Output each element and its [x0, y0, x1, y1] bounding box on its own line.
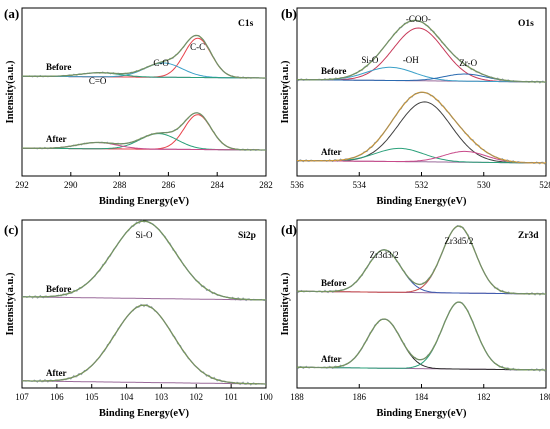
- peak-annotation: -OH: [403, 55, 419, 65]
- panel-o1s: (b) O1s 536 534 532 530 528 Binding Energy(eV) I…: [280, 6, 550, 207]
- y-axis-title: Intensity(a.u.): [280, 60, 291, 124]
- peak-annotation: Si-O: [135, 230, 153, 240]
- x-tick-label: 104: [120, 392, 134, 402]
- panel-label: (b): [281, 6, 297, 21]
- panel-label: (a): [4, 6, 19, 21]
- background-line: [22, 296, 266, 301]
- x-tick-label: 530: [477, 180, 491, 190]
- x-tick-label: 102: [190, 392, 204, 402]
- peak-annotation: Zr3d3/2: [370, 250, 399, 260]
- x-tick-label: 107: [15, 392, 29, 402]
- series-label-after: After: [321, 147, 341, 157]
- x-tick-label: 284: [210, 180, 224, 190]
- raw-spectrum: [21, 303, 267, 386]
- raw-spectrum: [296, 301, 547, 372]
- y-axis-title: Intensity(a.u.): [5, 272, 16, 336]
- peak-annotation: C-O: [153, 58, 169, 68]
- series-label-after: After: [321, 354, 341, 364]
- x-tick-label: 106: [50, 392, 64, 402]
- x-tick-label: 534: [353, 180, 367, 190]
- x-tick-label: 282: [259, 180, 273, 190]
- series-label-after: After: [46, 134, 66, 144]
- x-tick-label: 182: [477, 392, 491, 402]
- x-tick-label: 290: [64, 180, 78, 190]
- x-axis-title: Binding Energy(eV): [99, 196, 190, 207]
- panel-label: (d): [281, 222, 297, 237]
- component-peak: [22, 114, 266, 151]
- x-axis-title: Binding Energy(eV): [376, 408, 467, 419]
- x-tick-label: 100: [259, 392, 273, 402]
- x-tick-label: 286: [162, 180, 176, 190]
- x-tick-label: 105: [85, 392, 99, 402]
- series-label-before: Before: [46, 284, 71, 294]
- plot-frame: [21, 7, 267, 177]
- x-tick-label: 536: [290, 180, 304, 190]
- element-tag: C1s: [238, 19, 254, 29]
- y-axis-title: Intensity(a.u.): [5, 60, 16, 124]
- raw-spectrum: [296, 225, 547, 296]
- x-tick-label: 101: [224, 392, 238, 402]
- series-label-before: Before: [321, 278, 346, 288]
- y-axis-title: Intensity(a.u.): [280, 272, 291, 336]
- series-label-after: After: [46, 368, 66, 378]
- element-tag: O1s: [518, 19, 534, 29]
- panel-label: (c): [4, 222, 18, 237]
- plot-frame: [21, 219, 267, 389]
- panel-si2p: (c) Si2p 107 106 105 104 103 102 101 100 Binding E…: [4, 219, 273, 419]
- peak-annotation: Zr3d5/2: [444, 236, 473, 246]
- fitted-envelope: [22, 112, 266, 151]
- element-tag: Si2p: [238, 231, 256, 241]
- x-axis-title: Binding Energy(eV): [99, 408, 190, 419]
- x-tick-label: 180: [539, 392, 550, 402]
- raw-spectrum: [21, 219, 267, 302]
- peak-annotation: -COO-: [406, 14, 431, 24]
- series-label-before: Before: [46, 62, 71, 72]
- x-tick-label: 188: [290, 392, 304, 402]
- x-tick-label: 103: [155, 392, 169, 402]
- peak-annotation: C-C: [190, 42, 205, 52]
- element-tag: Zr3d: [518, 231, 539, 241]
- peak-annotation: C=O: [89, 76, 107, 86]
- raw-spectrum: [21, 34, 267, 79]
- raw-spectrum: [296, 91, 547, 165]
- background-line: [22, 380, 266, 385]
- series-label-before: Before: [321, 66, 346, 76]
- x-tick-label: 528: [539, 180, 550, 190]
- raw-spectrum: [21, 112, 266, 152]
- raw-spectrum: [296, 19, 547, 84]
- x-tick-label: 532: [415, 180, 429, 190]
- component-peak: [22, 37, 266, 79]
- x-tick-label: 292: [15, 180, 29, 190]
- peak-annotation: Si-O: [361, 55, 379, 65]
- panel-c1s: (a) C1s 292 290 288 286 284 282 Binding Energy(e…: [4, 6, 273, 207]
- panel-zr3d: (d) Zr3d 188 186 184 182 180 Binding Energy(eV)…: [280, 219, 550, 419]
- x-tick-label: 288: [113, 180, 127, 190]
- peak-annotation: Zr-O: [459, 58, 477, 68]
- x-tick-label: 184: [415, 392, 429, 402]
- x-axis-title: Binding Energy(eV): [376, 196, 467, 207]
- x-tick-label: 186: [353, 392, 367, 402]
